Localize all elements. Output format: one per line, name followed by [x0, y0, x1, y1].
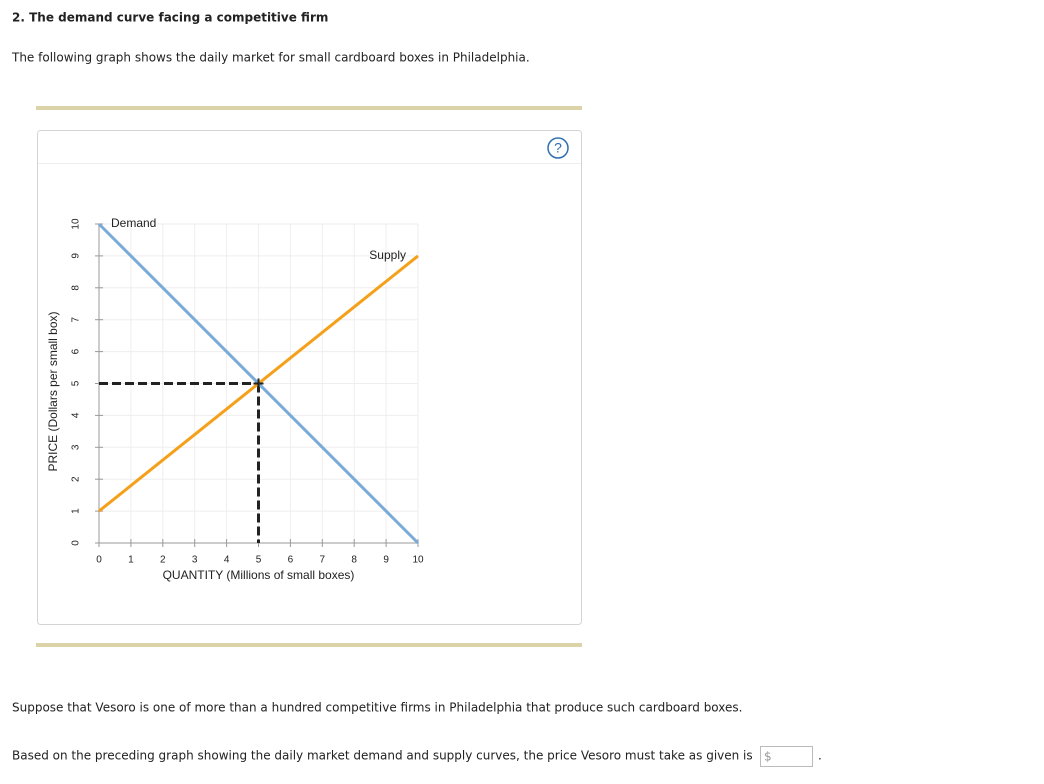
input-prefix: $	[764, 750, 772, 764]
help-button[interactable]	[547, 137, 569, 159]
x-tick-label: 5	[256, 555, 262, 566]
sentence-end: .	[818, 749, 822, 763]
x-tick-label: 9	[383, 555, 389, 566]
help-icon[interactable]: ?	[554, 140, 562, 156]
x-tick-label: 1	[128, 555, 134, 566]
x-tick-label: 2	[160, 555, 166, 566]
x-tick-label: 8	[351, 555, 357, 566]
y-tick-label: 8	[71, 285, 82, 291]
y-tick-label: 10	[71, 218, 82, 230]
divider	[36, 643, 582, 647]
x-tick-label: 0	[96, 555, 102, 566]
y-tick-label: 1	[71, 508, 82, 514]
intro-text: The following graph shows the daily mark…	[11, 51, 530, 65]
graph-panel	[37, 130, 582, 625]
y-tick-label: 6	[71, 348, 82, 354]
question-text: Based on the preceding graph showing the…	[12, 749, 753, 763]
y-tick-label: 5	[71, 380, 82, 386]
y-tick-label: 4	[71, 412, 82, 418]
y-tick-label: 9	[71, 253, 82, 259]
divider	[36, 106, 582, 110]
x-tick-label: 6	[288, 555, 294, 566]
answer-input[interactable]	[760, 746, 813, 767]
series-label: Demand	[111, 216, 156, 230]
x-axis-label: QUANTITY (Millions of small boxes)	[163, 568, 355, 582]
x-tick-label: 3	[192, 555, 198, 566]
question-title: 2. The demand curve facing a competitive…	[12, 11, 328, 25]
y-tick-label: 7	[71, 316, 82, 322]
y-tick-label: 3	[71, 444, 82, 450]
y-tick-label: 0	[71, 540, 82, 546]
y-axis-label: PRICE (Dollars per small box)	[46, 311, 60, 471]
x-tick-label: 4	[224, 555, 230, 566]
x-tick-label: 10	[412, 555, 424, 566]
question-text: Suppose that Vesoro is one of more than …	[12, 701, 742, 715]
series-label: Supply	[369, 248, 406, 262]
x-tick-label: 7	[320, 555, 326, 566]
y-tick-label: 2	[71, 476, 82, 482]
